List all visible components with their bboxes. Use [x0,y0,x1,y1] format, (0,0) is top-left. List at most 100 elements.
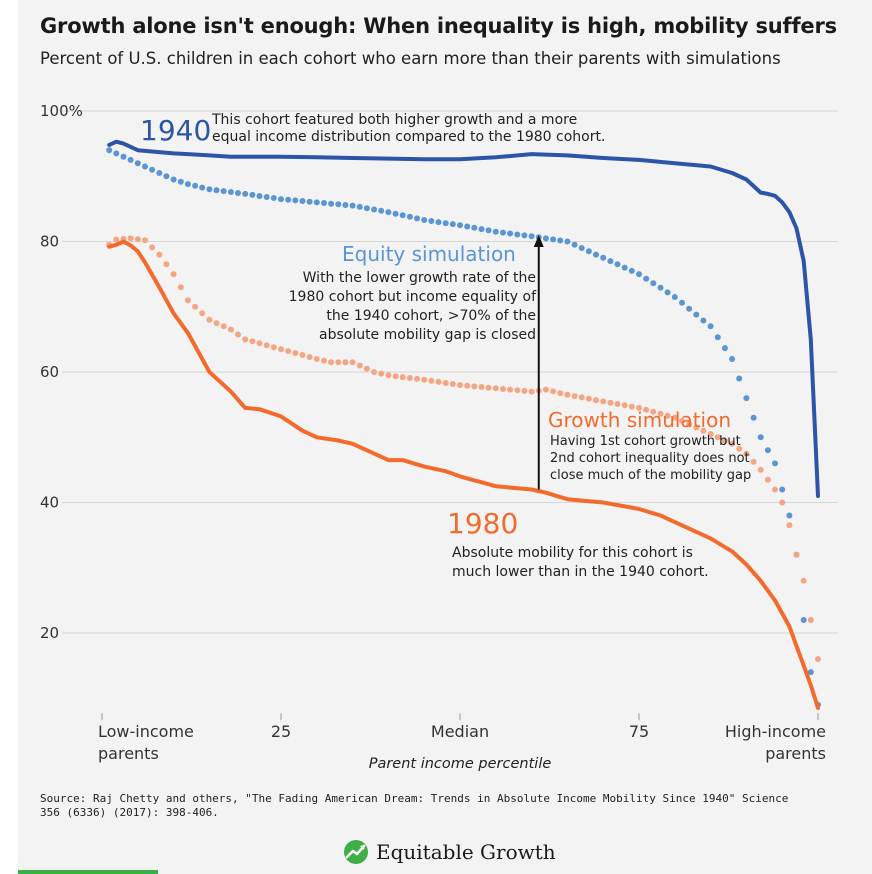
series-growth-simulation-point [278,346,284,353]
series-growth-simulation-point [478,384,485,390]
growth-leaf-icon [344,840,368,864]
series-growth-simulation-point [292,350,299,357]
series-equity-simulation-point [192,182,199,189]
series-equity-simulation-point [607,258,614,265]
series-growth-simulation-point [643,406,650,413]
series-growth-simulation-point [263,342,270,349]
series-growth-simulation-point [607,399,614,406]
series-equity-simulation-point [149,166,156,173]
y-tick-label-60: 60 [40,363,59,381]
y-tick-label-20: 20 [40,624,59,642]
series-growth-simulation-point [414,375,420,382]
series-growth-simulation-point [378,370,385,377]
series-equity-simulation-point [686,305,693,312]
series-growth-simulation-point [177,284,184,291]
series-equity-simulation-point [550,236,557,243]
series-1980-line [107,239,820,710]
y-tick-label-100: 100% [40,102,83,120]
note-equity-line-2: the 1940 cohort, >70% of the [326,308,536,324]
series-growth-simulation-point [206,316,213,323]
series-equity-simulation-point [786,512,793,519]
series-growth-simulation-point [542,386,549,393]
x-tick-label-75-0: 75 [629,722,649,741]
series-equity-simulation-point [184,181,191,188]
series-equity-simulation-point [378,207,385,214]
series-growth-simulation-point [571,393,578,400]
series-equity-simulation-point [600,254,607,261]
series-equity-simulation-point [428,218,435,224]
series-growth-simulation-point [686,421,693,428]
series-equity-simulation-point [313,199,320,206]
label-equity-simulation: Equity simulation [342,242,516,266]
series-equity-simulation-point [478,226,485,233]
series-equity-simulation-point [414,215,420,222]
series-growth-simulation-point [335,359,342,366]
series-growth-simulation-point [671,414,678,421]
series-growth-simulation-point [750,458,757,465]
series-equity-simulation-point [707,323,714,330]
series-growth-simulation-point [764,476,771,483]
series-equity-simulation-point [471,224,478,231]
series-equity-simulation-point [593,251,599,258]
series-equity-simulation-point [356,203,363,210]
series-equity-simulation-point [500,229,506,236]
series-equity-simulation-point [807,669,814,676]
series-equity-simulation-point [693,311,700,318]
series-growth-simulation-point [786,522,793,529]
note-growth-line-0: Having 1st cohort growth but [550,434,741,449]
series-growth-simulation-point [578,394,585,401]
series-growth-simulation-point [199,310,206,317]
series-equity-simulation-point [127,156,134,163]
series-1940-line [107,139,820,498]
series-equity-simulation-point [571,241,578,248]
series-equity-simulation-point [507,230,514,237]
label-1980: 1980 [447,507,518,540]
series-growth-simulation-point [406,375,413,381]
series-equity-simulation-point [220,188,227,195]
x-tick-label-0-0: Low-income [98,722,194,741]
series-growth-simulation-point [156,251,163,258]
series-equity-simulation-point [363,205,370,212]
series-growth-simulation-point [485,384,492,391]
series-equity-simulation-point [614,261,621,268]
series-equity-simulation-point [442,220,449,227]
series-growth-simulation-point [342,359,349,366]
series-growth-simulation-point [664,412,671,419]
series-equity-simulation-point [664,289,671,296]
series-equity-simulation-point [736,375,743,382]
series-equity-simulation-point [585,248,592,255]
series-growth-simulation-point [242,336,249,343]
series-growth-simulation-point [807,617,814,623]
note-1940-line-1: equal income distribution compared to th… [212,129,605,145]
series-growth-simulation-point [779,499,786,506]
series-growth-simulation-point [772,486,778,493]
series-growth-simulation-point [621,402,628,409]
series-equity-simulation-point [679,299,685,306]
series-equity-simulation-point [750,414,757,421]
series-growth-simulation-point [614,401,621,407]
series-growth-simulation-point [299,352,306,358]
series-growth-simulation-point [449,381,456,387]
series-equity-simulation-point [106,147,113,154]
series-growth-simulation-point [585,395,592,402]
series-growth-simulation-point [428,377,435,384]
series-equity-simulation-point [657,284,664,291]
series-growth-simulation-point [349,359,356,366]
series-growth-simulation-point [313,356,320,362]
series-equity-simulation-point [113,150,120,157]
note-equity-line-1: 1980 cohort but income equality of [289,289,537,305]
series-equity-simulation [106,147,821,708]
series-equity-simulation-point [270,195,277,201]
series-growth-simulation-point [235,331,241,338]
series-equity-simulation-point [406,213,413,220]
series-equity-simulation-point [700,317,707,324]
series-equity-simulation-point [335,201,342,208]
series-growth-simulation-point [700,427,707,434]
series-equity-simulation-point [306,198,313,205]
series-growth-simulation-point [356,362,363,369]
series-equity-simulation-point [134,160,141,167]
label-growth-simulation: Growth simulation [548,408,731,432]
series-equity-simulation-point [492,228,499,235]
series-equity-simulation-point [636,271,642,278]
series-equity-simulation-point [714,334,721,341]
